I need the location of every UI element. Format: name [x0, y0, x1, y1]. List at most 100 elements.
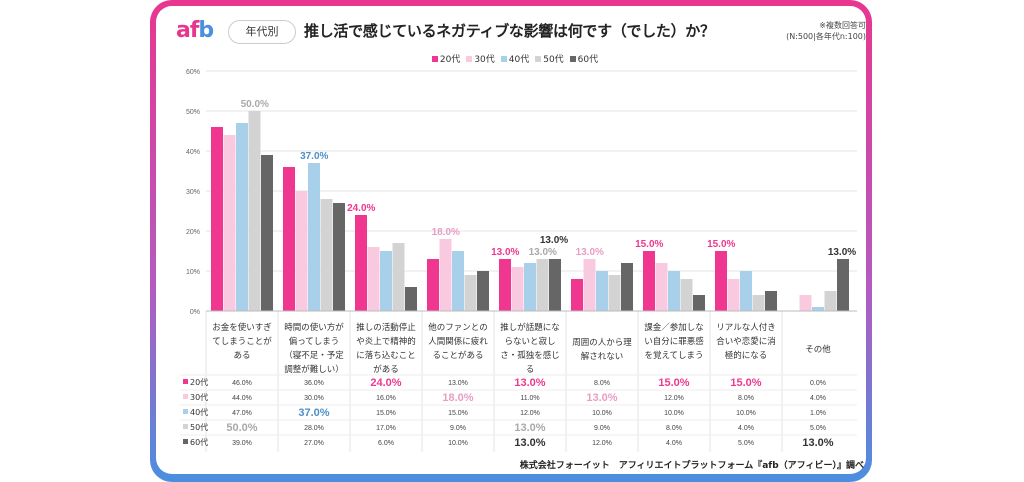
y-tick-label: 50% — [186, 109, 200, 116]
row-label: 30代 — [190, 392, 208, 402]
table-cell: 46.0% — [232, 380, 252, 387]
bar-60代 — [477, 271, 489, 311]
bar-60代 — [693, 295, 705, 311]
category-label: ある — [233, 351, 250, 361]
bar-50代 — [608, 275, 621, 311]
table-cell: 15.0% — [658, 377, 689, 389]
bar-50代 — [392, 243, 405, 311]
bar-40代 — [812, 307, 824, 311]
table-cell: 1.0% — [810, 410, 826, 417]
data-label: 13.0% — [540, 235, 568, 246]
category-label: 調整が難しい） — [284, 364, 344, 375]
category-label: る — [526, 365, 535, 375]
data-label: 15.0% — [707, 239, 735, 250]
bar-30代 — [583, 259, 596, 311]
bar-40代 — [596, 271, 608, 311]
y-tick-label: 30% — [186, 189, 200, 196]
bar-60代 — [549, 259, 561, 311]
category-label: がある — [373, 364, 399, 375]
table-cell: 15.0% — [730, 377, 761, 389]
category-label: ることがある — [432, 350, 483, 361]
category-label: らないと寂し — [504, 336, 555, 347]
bar-40代 — [236, 123, 248, 311]
table-cell: 15.0% — [448, 410, 468, 417]
bar-20代 — [427, 259, 439, 311]
bar-50代 — [320, 199, 333, 311]
table-cell: 13.0% — [514, 422, 545, 434]
table-cell: 9.0% — [450, 425, 466, 432]
sample-note: ※複数回答可 (N:500|各年代n:100) — [786, 21, 866, 41]
bar-30代 — [655, 263, 668, 311]
table-cell: 18.0% — [442, 392, 473, 404]
table-cell: 36.0% — [304, 380, 324, 387]
bar-40代 — [308, 163, 320, 311]
data-label: 50.0% — [241, 99, 269, 110]
table-cell: 15.0% — [376, 410, 396, 417]
data-label: 13.0% — [828, 247, 856, 258]
bar-60代 — [405, 287, 417, 311]
bar-20代 — [643, 251, 655, 311]
row-swatch — [183, 439, 188, 444]
age-group-tag: 年代別 — [228, 20, 296, 44]
data-label: 15.0% — [635, 239, 663, 250]
bar-20代 — [355, 215, 367, 311]
y-tick-label: 10% — [186, 269, 200, 276]
category-label: さ・孤独を感じ — [500, 350, 560, 361]
table-cell: 13.0% — [586, 392, 617, 404]
table-cell: 10.0% — [448, 440, 468, 447]
bar-60代 — [837, 259, 849, 311]
bar-20代 — [211, 127, 223, 311]
table-cell: 4.0% — [738, 425, 754, 432]
bar-50代 — [248, 111, 261, 311]
table-cell: 13.0% — [448, 380, 468, 387]
category-label: や炎上で精神的 — [356, 336, 416, 347]
bar-20代 — [571, 279, 583, 311]
bar-40代 — [380, 251, 392, 311]
table-cell: 12.0% — [592, 440, 612, 447]
legend-label: 30代 — [474, 55, 495, 65]
table-cell: 5.0% — [810, 425, 826, 432]
row-label: 20代 — [190, 377, 208, 387]
table-cell: 24.0% — [370, 377, 401, 389]
category-label: その他 — [805, 344, 831, 355]
bar-40代 — [668, 271, 680, 311]
card-frame — [150, 0, 872, 482]
legend-label: 50代 — [543, 55, 564, 65]
row-swatch — [183, 409, 188, 414]
category-label: 周囲の人から理 — [572, 338, 632, 348]
afb-logo: afb — [176, 18, 214, 43]
data-label: 37.0% — [300, 151, 328, 162]
chart-title: 推し活で感じているネガティブな影響は何です（でした）か？ — [304, 22, 715, 40]
table-cell: 28.0% — [304, 425, 324, 432]
bar-40代 — [452, 251, 464, 311]
table-cell: 4.0% — [666, 440, 682, 447]
row-swatch — [183, 379, 188, 384]
table-cell: 50.0% — [226, 422, 257, 434]
category-label: 解されない — [581, 351, 624, 362]
table-cell: 44.0% — [232, 395, 252, 402]
y-tick-label: 20% — [186, 229, 200, 236]
category-label: 推しが話題にな — [500, 322, 560, 333]
bar-40代 — [740, 271, 752, 311]
table-cell: 47.0% — [232, 410, 252, 417]
source-credit: 株式会社フォーイット アフィリエイトプラットフォーム『afb（アフィビー）』調べ — [519, 461, 864, 471]
table-cell: 8.0% — [666, 425, 682, 432]
legend-swatch — [466, 56, 473, 62]
data-label: 13.0% — [491, 247, 519, 258]
table-cell: 9.0% — [594, 425, 610, 432]
table-cell: 27.0% — [304, 440, 324, 447]
bar-50代 — [752, 295, 765, 311]
category-label: てしまうことが — [212, 336, 272, 347]
bar-20代 — [283, 167, 295, 311]
category-label: に落ち込むこと — [356, 350, 416, 361]
y-tick-label: 60% — [186, 69, 200, 76]
category-label: （寝不足・予定 — [284, 350, 344, 361]
row-label: 40代 — [190, 407, 208, 417]
bar-30代 — [799, 295, 812, 311]
bar-30代 — [295, 191, 308, 311]
table-cell: 8.0% — [738, 395, 754, 402]
table-cell: 37.0% — [298, 407, 329, 419]
category-label: 極的になる — [725, 350, 768, 361]
legend: 20代 30代 40代 50代 60代 — [0, 52, 1024, 65]
table-cell: 12.0% — [664, 395, 684, 402]
